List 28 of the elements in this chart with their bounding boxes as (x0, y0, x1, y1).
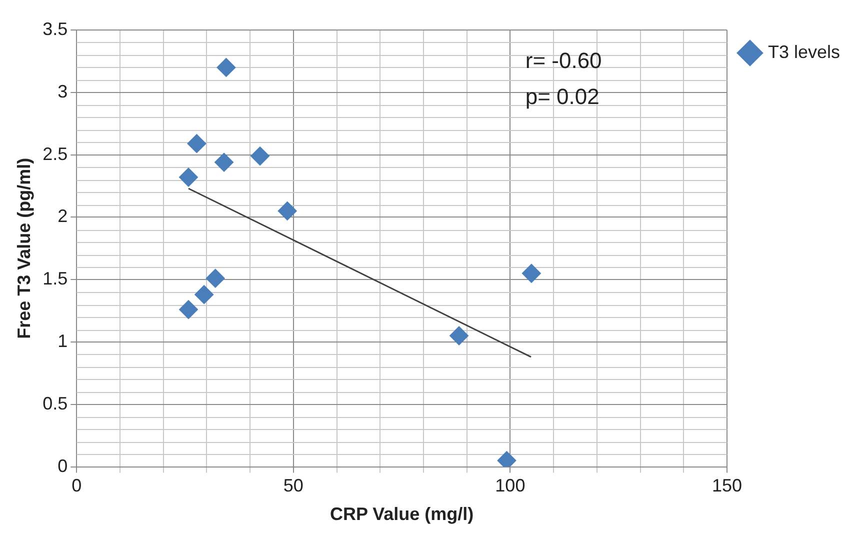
point (214, 152, 234, 172)
x-axis-title: CRP Value (mg/l) (330, 504, 474, 524)
legend-label: T3 levels (768, 42, 840, 62)
point (450, 326, 469, 346)
annotation: p= 0.02 (525, 84, 600, 110)
point (206, 268, 225, 288)
x-tick-label: 150 (712, 476, 742, 496)
point (178, 168, 198, 187)
y-tick-label: 2 (58, 206, 68, 226)
point (216, 58, 236, 77)
point (250, 146, 270, 166)
x-tick-label: 0 (72, 476, 82, 496)
point (187, 134, 206, 154)
y-tick-label: 3.5 (42, 18, 68, 39)
point (194, 285, 214, 304)
y-tick-label: 3 (58, 81, 68, 102)
x-tick-label: 100 (495, 476, 526, 496)
point (178, 300, 198, 320)
y-tick-label: 0.5 (42, 393, 68, 414)
y-tick-label: 1 (58, 330, 68, 351)
y-tick-label: 2.5 (42, 144, 68, 164)
point (522, 264, 541, 283)
annotation: r= -0.60 (525, 48, 602, 74)
x-tick-label: 50 (283, 476, 304, 496)
y-axis-title: Free T3 Value (pg/ml) (14, 158, 34, 339)
y-tick-label: 0 (58, 456, 68, 476)
point (278, 201, 297, 220)
y-tick-label: 1.5 (42, 268, 68, 289)
